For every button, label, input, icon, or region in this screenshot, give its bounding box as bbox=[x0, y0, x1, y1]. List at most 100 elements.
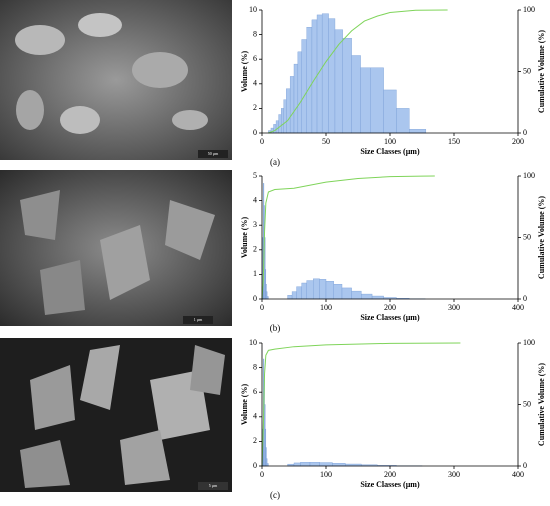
bar bbox=[361, 293, 373, 300]
panel-label: (a) bbox=[270, 157, 280, 167]
bar bbox=[370, 67, 384, 134]
x-tick-label: 0 bbox=[260, 137, 264, 146]
x-tick-label: 0 bbox=[260, 303, 264, 312]
y2-tick-label: 50 bbox=[523, 399, 531, 408]
bar bbox=[297, 51, 302, 134]
sem-image: 1 µm bbox=[0, 170, 232, 326]
x-tick-label: 300 bbox=[448, 470, 460, 479]
bar bbox=[319, 279, 327, 300]
bar bbox=[275, 120, 279, 134]
y-tick-label: 10 bbox=[249, 5, 257, 14]
y-tick-label: 0 bbox=[253, 461, 257, 470]
y2-tick-label: 100 bbox=[523, 5, 535, 14]
bar bbox=[383, 89, 397, 134]
bar bbox=[306, 27, 313, 134]
x-tick-label: 200 bbox=[384, 470, 396, 479]
y2-axis-label: Cumulative Volume (%) bbox=[537, 196, 546, 279]
bar bbox=[319, 462, 333, 467]
bar bbox=[309, 462, 320, 467]
bar bbox=[273, 124, 277, 134]
x-tick-label: 200 bbox=[512, 137, 524, 146]
x-tick-label: 300 bbox=[448, 303, 460, 312]
y-tick-label: 0 bbox=[253, 294, 257, 303]
y2-tick-label: 100 bbox=[523, 338, 535, 347]
bar bbox=[351, 290, 362, 300]
y2-tick-label: 50 bbox=[523, 66, 531, 75]
y-axis-label: Volume (%) bbox=[240, 217, 249, 259]
bar bbox=[371, 295, 384, 300]
y-axis-label: Volume (%) bbox=[240, 384, 249, 426]
x-tick-label: 200 bbox=[384, 303, 396, 312]
y-tick-label: 1 bbox=[253, 269, 257, 278]
bar bbox=[301, 39, 307, 134]
y2-tick-label: 0 bbox=[523, 461, 527, 470]
y2-axis-label: Cumulative Volume (%) bbox=[537, 363, 546, 446]
y2-axis-label: Cumulative Volume (%) bbox=[537, 30, 546, 113]
bar bbox=[351, 55, 361, 134]
y-tick-label: 8 bbox=[253, 362, 257, 371]
bar bbox=[289, 76, 295, 134]
y-tick-label: 6 bbox=[253, 54, 257, 63]
x-tick-label: 100 bbox=[320, 470, 332, 479]
x-axis-label: Size Classes (µm) bbox=[360, 480, 420, 489]
y-tick-label: 10 bbox=[249, 338, 257, 347]
scale-bar: 50 µm bbox=[208, 151, 219, 156]
bar bbox=[296, 286, 302, 300]
x-axis-label: Size Classes (µm) bbox=[360, 313, 420, 322]
y-tick-label: 2 bbox=[253, 436, 257, 445]
y2-tick-label: 0 bbox=[523, 128, 527, 137]
y2-tick-label: 0 bbox=[523, 294, 527, 303]
x-tick-label: 400 bbox=[512, 303, 524, 312]
sem-image: 50 µm bbox=[0, 0, 232, 160]
bar bbox=[313, 278, 320, 300]
y-tick-label: 4 bbox=[253, 412, 257, 421]
y-tick-label: 2 bbox=[253, 103, 257, 112]
cumulative-line bbox=[268, 9, 448, 134]
y2-tick-label: 50 bbox=[523, 232, 531, 241]
y-tick-label: 5 bbox=[253, 171, 257, 180]
bar bbox=[286, 88, 291, 134]
x-tick-label: 100 bbox=[384, 137, 396, 146]
sem-image: 5 µm bbox=[0, 338, 232, 492]
bar bbox=[293, 63, 299, 134]
y-axis-label: Volume (%) bbox=[240, 51, 249, 93]
y-tick-label: 6 bbox=[253, 387, 257, 396]
bar bbox=[306, 280, 314, 300]
y-tick-label: 3 bbox=[253, 220, 257, 229]
bar bbox=[328, 18, 336, 134]
bar bbox=[332, 463, 346, 467]
x-tick-label: 150 bbox=[448, 137, 460, 146]
y-tick-label: 0 bbox=[253, 128, 257, 137]
y-tick-label: 8 bbox=[253, 29, 257, 38]
y-tick-label: 4 bbox=[253, 195, 257, 204]
x-tick-label: 400 bbox=[512, 470, 524, 479]
panel-label: (c) bbox=[270, 490, 280, 500]
scale-bar: 5 µm bbox=[209, 483, 218, 488]
panel-label: (b) bbox=[270, 323, 281, 333]
bar bbox=[360, 67, 371, 134]
bar bbox=[287, 295, 293, 300]
scale-bar: 1 µm bbox=[194, 317, 203, 322]
bar bbox=[341, 287, 352, 300]
bar bbox=[333, 284, 343, 300]
x-tick-label: 50 bbox=[322, 137, 330, 146]
bar bbox=[283, 99, 287, 134]
y-tick-label: 4 bbox=[253, 79, 257, 88]
bar bbox=[278, 114, 282, 134]
x-tick-label: 100 bbox=[320, 303, 332, 312]
bar bbox=[409, 129, 427, 134]
bar bbox=[321, 13, 329, 134]
bar bbox=[281, 108, 284, 134]
bar bbox=[291, 291, 297, 300]
bar bbox=[342, 38, 352, 134]
cumulative-line bbox=[261, 342, 461, 467]
bar bbox=[300, 462, 311, 467]
x-axis-label: Size Classes (µm) bbox=[360, 147, 420, 156]
cumulative-line bbox=[261, 175, 435, 300]
x-tick-label: 0 bbox=[260, 470, 264, 479]
bar bbox=[293, 462, 301, 467]
